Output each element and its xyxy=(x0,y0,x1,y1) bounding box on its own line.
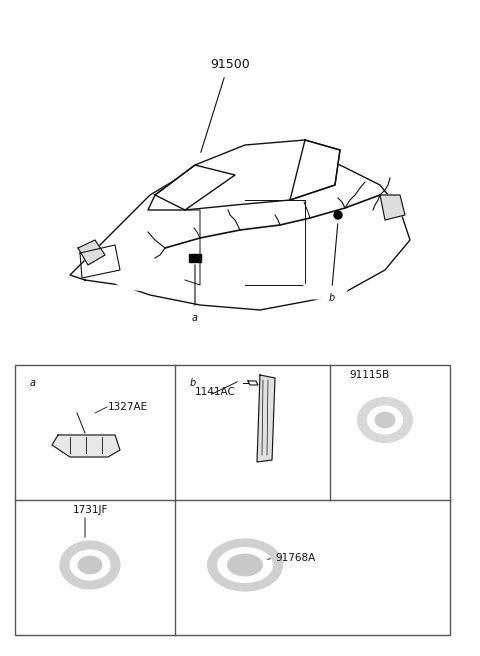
Ellipse shape xyxy=(70,550,110,580)
Circle shape xyxy=(334,211,342,219)
Circle shape xyxy=(24,374,42,392)
Text: 91115B: 91115B xyxy=(350,370,390,380)
Circle shape xyxy=(184,374,202,392)
Polygon shape xyxy=(70,155,410,310)
Text: b: b xyxy=(190,378,196,388)
Circle shape xyxy=(67,408,77,418)
Polygon shape xyxy=(380,195,405,220)
Bar xyxy=(189,254,201,262)
Ellipse shape xyxy=(375,412,395,428)
Polygon shape xyxy=(78,240,105,265)
Ellipse shape xyxy=(115,270,165,290)
Bar xyxy=(15,365,450,635)
Text: b: b xyxy=(329,293,335,303)
Ellipse shape xyxy=(358,398,412,443)
Text: 91500: 91500 xyxy=(210,58,250,72)
Polygon shape xyxy=(52,435,120,457)
Ellipse shape xyxy=(217,548,273,583)
Circle shape xyxy=(167,242,183,258)
Ellipse shape xyxy=(303,281,337,295)
Ellipse shape xyxy=(207,539,283,591)
Ellipse shape xyxy=(228,554,263,576)
Text: 91768A: 91768A xyxy=(275,553,315,563)
Circle shape xyxy=(238,378,248,388)
Ellipse shape xyxy=(292,277,348,299)
Text: 1731JF: 1731JF xyxy=(72,505,108,515)
Circle shape xyxy=(322,288,342,308)
Circle shape xyxy=(185,308,205,328)
Ellipse shape xyxy=(78,556,102,574)
Ellipse shape xyxy=(368,406,403,434)
Polygon shape xyxy=(257,375,275,462)
Ellipse shape xyxy=(60,541,120,589)
Ellipse shape xyxy=(125,274,155,286)
Polygon shape xyxy=(148,140,340,210)
Text: 1141AC: 1141AC xyxy=(195,387,236,397)
Text: a: a xyxy=(192,313,198,323)
Text: 1327AE: 1327AE xyxy=(108,402,148,412)
Text: a: a xyxy=(30,378,36,388)
